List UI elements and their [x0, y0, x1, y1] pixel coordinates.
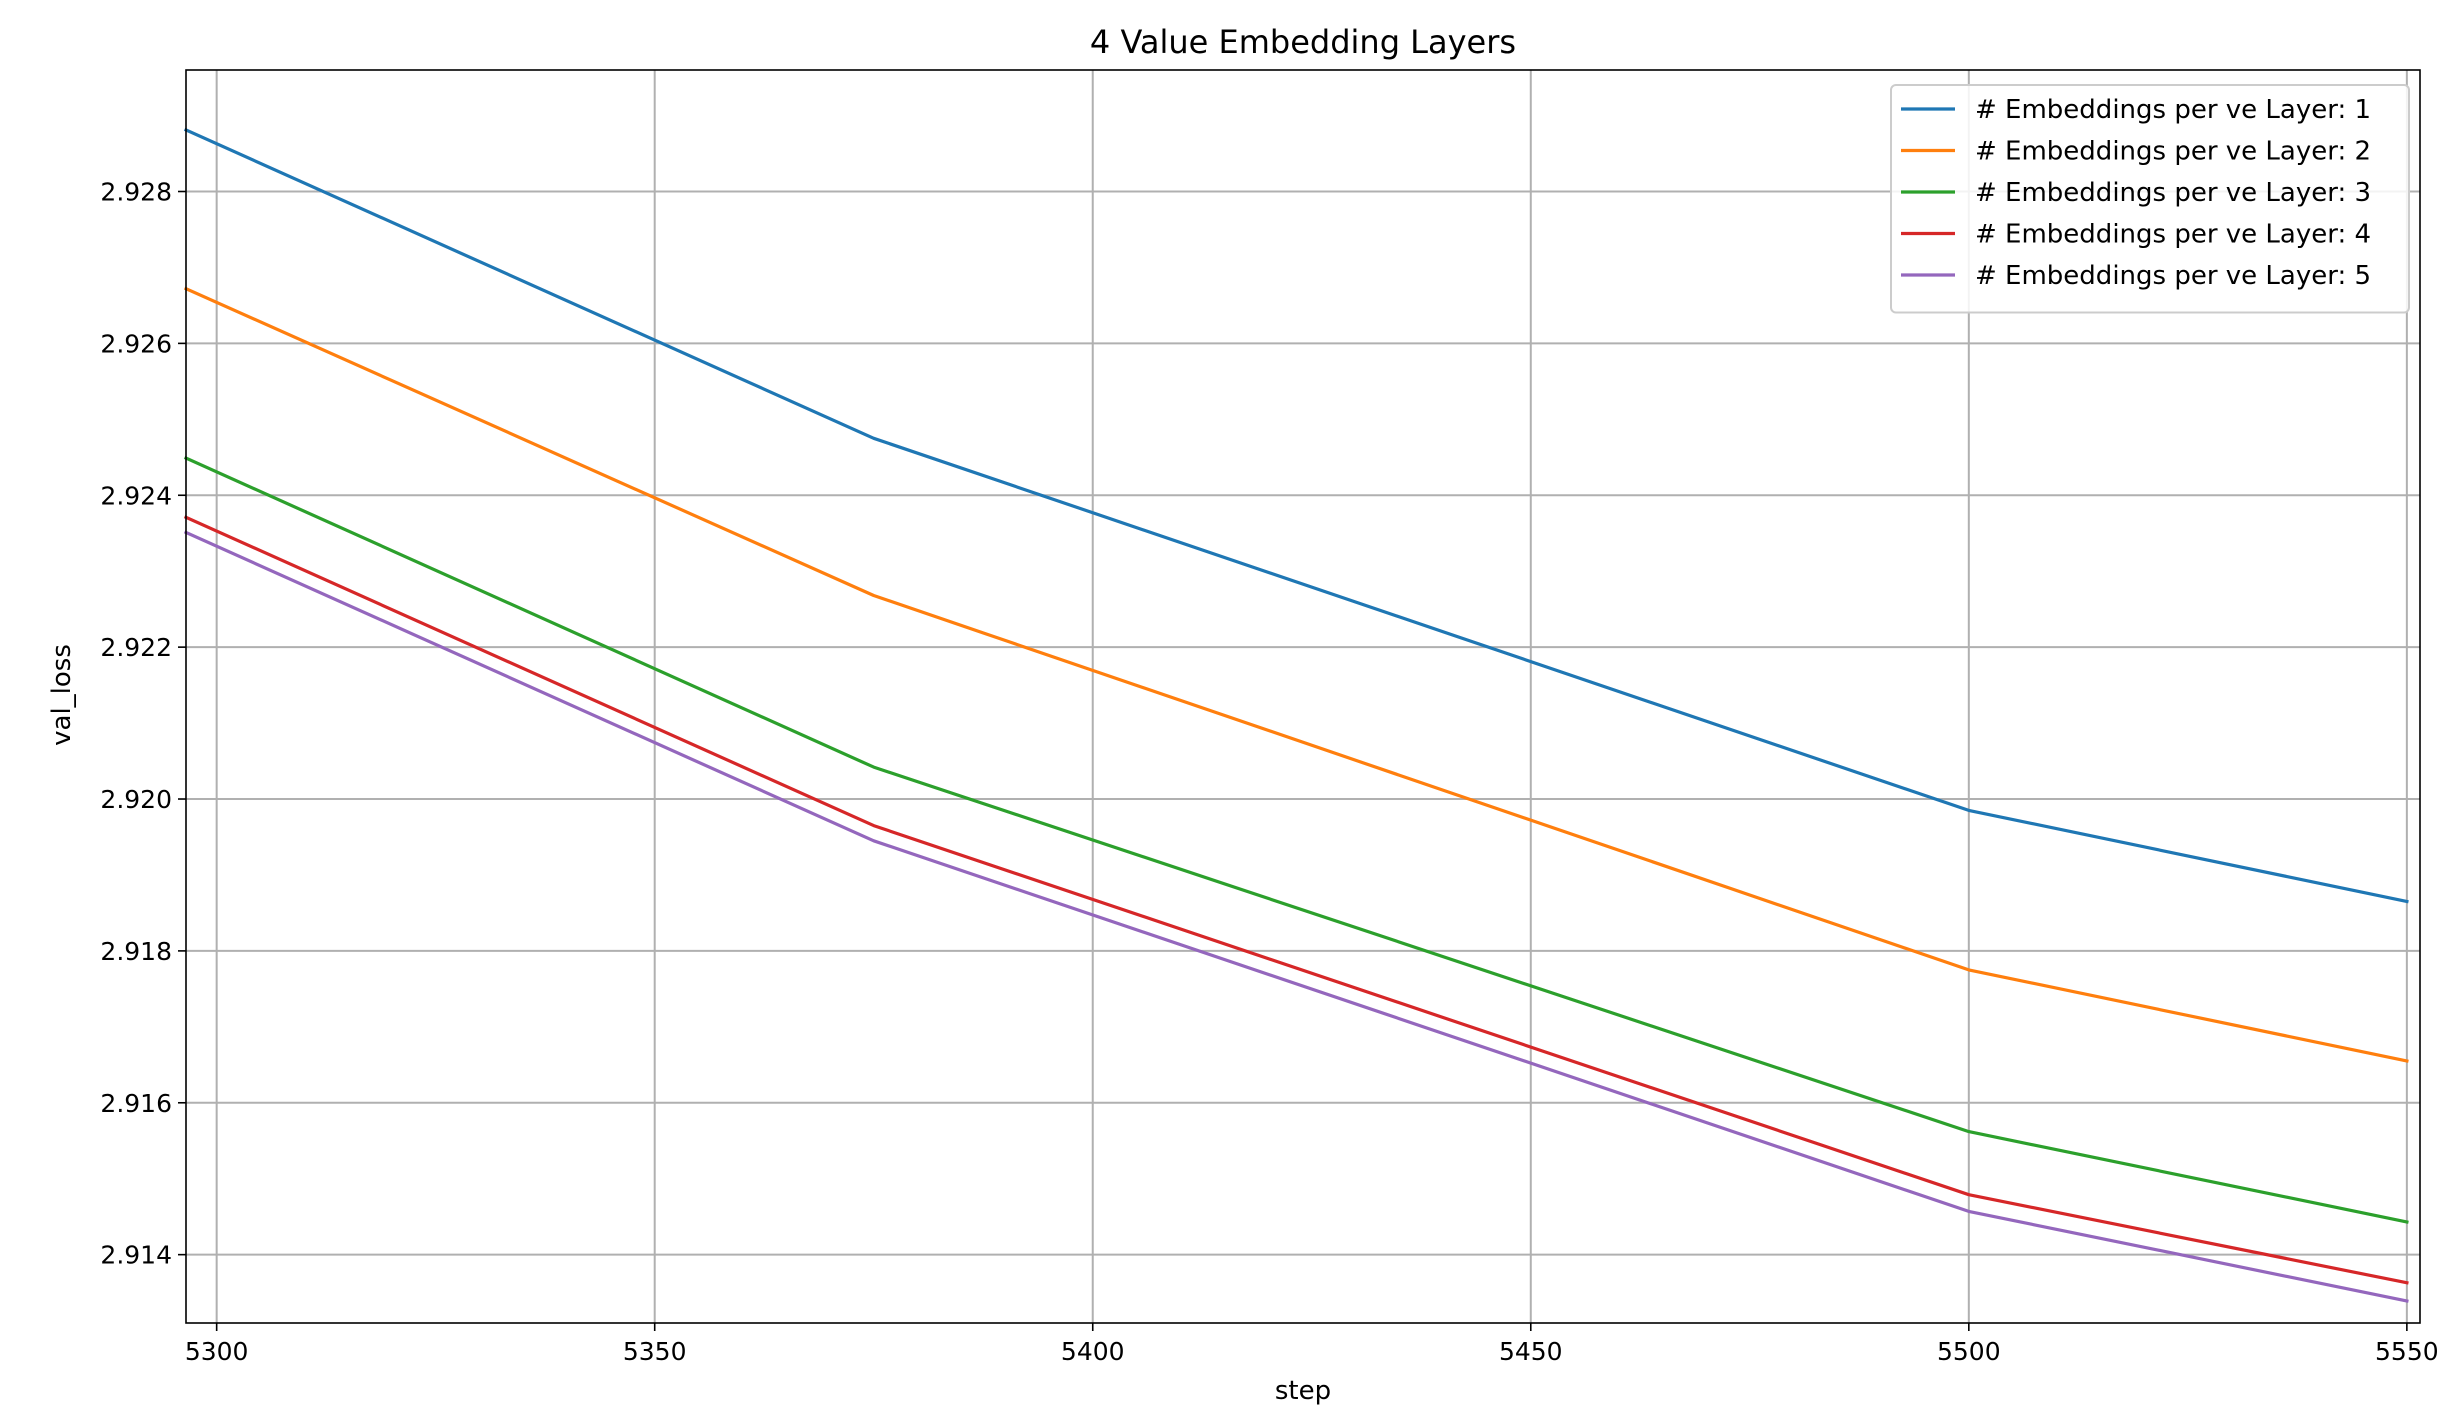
series-line-1	[183, 127, 2409, 904]
legend-box	[1890, 84, 2410, 314]
y-tick-label: 2.920	[100, 785, 172, 814]
x-tick-label: 5550	[2375, 1337, 2439, 1366]
legend: # Embeddings per ve Layer: 1 # Embeddings…	[1890, 84, 2410, 314]
axes-frame	[185, 69, 2421, 1324]
x-tick-label: 5450	[1499, 1337, 1563, 1366]
legend-entry-label: # Embeddings per ve Layer: 4	[1975, 220, 2371, 250]
y-tick-label: 2.916	[100, 1089, 172, 1118]
x-tick-label: 5350	[623, 1337, 687, 1366]
x-tick-label: 5300	[185, 1337, 249, 1366]
y-tick-label: 2.924	[100, 481, 172, 510]
legend-entry-label: # Embeddings per ve Layer: 2	[1975, 137, 2371, 167]
legend-entry-label: # Embeddings per ve Layer: 1	[1975, 95, 2371, 125]
series-line-3	[183, 455, 2409, 1224]
y-tick-label: 2.926	[100, 329, 172, 358]
x-axis-label: step	[1275, 1376, 1331, 1406]
axis-ticks: 5300 5350 5400 5450 5500 5550 2.914 2.916 2.918 2…	[100, 178, 2438, 1366]
y-tick-label: 2.918	[100, 937, 172, 966]
y-tick-label: 2.914	[100, 1241, 172, 1270]
chart-title: 4 Value Embedding Layers	[1090, 23, 1516, 61]
legend-entry-label: # Embeddings per ve Layer: 3	[1975, 178, 2371, 208]
series-line-4	[183, 515, 2409, 1285]
y-tick-label: 2.922	[100, 633, 172, 662]
x-tick-label: 5500	[1937, 1337, 2001, 1366]
series-line-5	[183, 530, 2409, 1303]
x-tick-label: 5400	[1061, 1337, 1125, 1366]
series-lines	[183, 127, 2409, 1303]
legend-entry-label: # Embeddings per ve Layer: 5	[1975, 261, 2371, 291]
y-axis-label: val_loss	[47, 644, 77, 746]
series-line-2	[183, 286, 2409, 1063]
y-tick-label: 2.928	[100, 178, 172, 207]
grid-lines	[186, 70, 2420, 1323]
plot-area: 5300 5350 5400 5450 5500 5550 2.914 2.916 2.918 2…	[100, 69, 2439, 1366]
